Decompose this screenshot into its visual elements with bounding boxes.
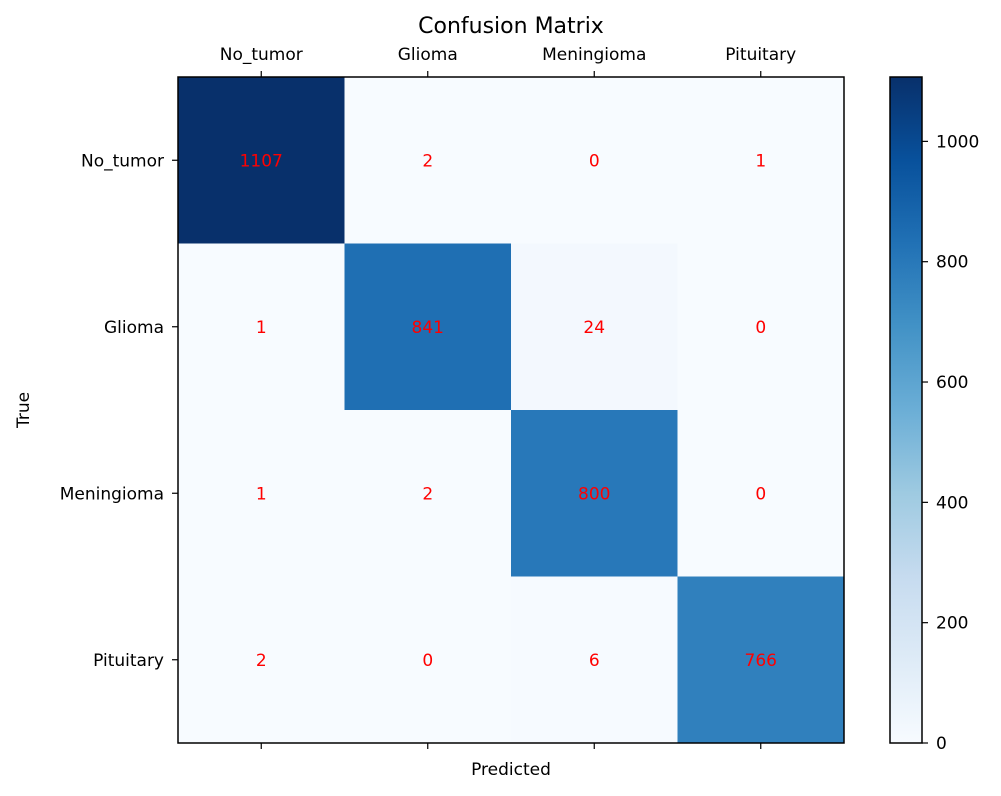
cell-value-label: 2 <box>422 484 433 504</box>
y-axis-label: True <box>14 392 34 429</box>
cell-value-label: 1 <box>755 151 766 171</box>
cell-value-label: 2 <box>256 651 267 671</box>
cell-value-label: 1 <box>256 484 267 504</box>
cell-value-label: 1107 <box>240 151 283 171</box>
y-tick-labels: No_tumor Glioma Meningioma Pituitary <box>60 151 178 671</box>
colorbar-tick-label: 600 <box>936 373 968 393</box>
cell-value-labels: 1107 2 0 1 1 841 24 0 1 2 800 0 2 0 6 766 <box>240 151 777 671</box>
colorbar-tick-label: 1000 <box>936 132 979 152</box>
x-tick-label: No_tumor <box>220 45 303 65</box>
x-tick-label: Pituitary <box>725 45 796 65</box>
heatmap-cell <box>677 410 845 577</box>
heatmap-cell <box>344 243 512 411</box>
cell-value-label: 841 <box>412 318 444 338</box>
heatmap-cell <box>677 576 845 744</box>
cell-value-label: 0 <box>755 318 766 338</box>
heatmap-cells <box>178 77 845 744</box>
heatmap-cell <box>344 77 512 244</box>
colorbar-tick-label: 800 <box>936 253 968 273</box>
colorbar-gradient <box>890 77 922 743</box>
cell-value-label: 0 <box>589 151 600 171</box>
heatmap-cell <box>677 243 845 411</box>
heatmap-cell <box>178 77 345 244</box>
x-axis-label: Predicted <box>471 760 551 780</box>
cell-value-label: 24 <box>583 318 605 338</box>
heatmap-cell <box>178 410 345 577</box>
colorbar: 0 200 400 600 800 1000 <box>889 76 979 754</box>
y-tick-label: No_tumor <box>81 151 164 171</box>
colorbar-tick-label: 0 <box>936 734 947 754</box>
heatmap-cell <box>511 243 678 411</box>
heatmap-cell <box>178 243 345 411</box>
colorbar-ticks: 0 200 400 600 800 1000 <box>922 132 979 754</box>
colorbar-tick-label: 400 <box>936 493 968 513</box>
plot-frame <box>177 76 845 744</box>
y-tick-label: Meningioma <box>60 484 164 504</box>
heatmap-cell <box>344 576 512 744</box>
chart-title: Confusion Matrix <box>418 14 604 39</box>
cell-value-label: 766 <box>745 651 777 671</box>
cell-value-label: 2 <box>422 151 433 171</box>
heatmap-cell <box>511 576 678 744</box>
x-tick-label: Glioma <box>398 45 458 65</box>
heatmap-cell <box>677 77 845 244</box>
colorbar-frame <box>889 76 923 744</box>
heatmap-cell <box>511 410 678 577</box>
cell-value-label: 6 <box>589 651 600 671</box>
heatmap-cell <box>344 410 512 577</box>
cell-value-label: 0 <box>422 651 433 671</box>
cell-value-label: 800 <box>578 484 610 504</box>
cell-value-label: 1 <box>256 318 267 338</box>
y-tick-label: Pituitary <box>93 651 164 671</box>
x-tick-label: Meningioma <box>542 45 646 65</box>
cell-value-label: 0 <box>755 484 766 504</box>
heatmap-cell <box>511 77 678 244</box>
y-tick-label: Glioma <box>104 318 164 338</box>
x-tick-labels: No_tumor Glioma Meningioma Pituitary <box>220 45 796 749</box>
heatmap-cell <box>178 576 345 744</box>
colorbar-tick-label: 200 <box>936 614 968 634</box>
